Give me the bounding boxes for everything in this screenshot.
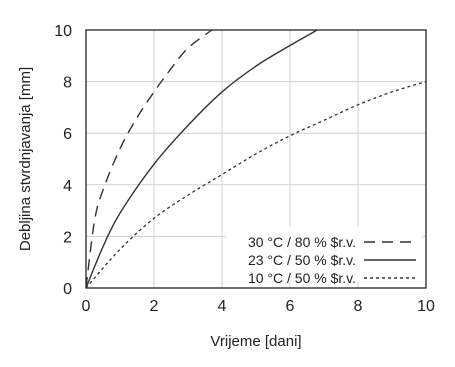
y-tick-label: 0 [63,281,72,298]
legend-entry-label: 30 °C / 80 % $r.v. [248,234,356,250]
legend-entry-label: 23 °C / 50 % $r.v. [248,252,356,268]
y-tick-label: 6 [63,126,72,143]
y-tick-label: 4 [63,178,72,195]
series-lines [85,29,427,289]
x-tick-label: 8 [354,298,363,315]
x-tick-labels: 0 2 4 6 8 10 [82,298,435,315]
x-axis-label: Vrijeme [dani] [210,333,301,350]
y-tick-label: 2 [63,229,72,246]
y-tick-label: 10 [54,23,72,40]
legend: 30 °C / 80 % $r.v. 23 °C / 50 % $r.v. 10 °… [226,226,422,286]
x-tick-label: 0 [82,298,91,315]
series-line-1 [85,29,213,289]
series-line-2 [85,29,318,289]
series-line-3 [85,80,427,289]
x-tick-label: 4 [218,298,227,315]
plot-frame [85,29,427,289]
y-tick-labels: 0 2 4 6 8 10 [54,23,72,298]
y-tick-label: 8 [63,75,72,92]
x-tick-label: 10 [417,298,435,315]
y-axis-label: Debljina stvrdnjavanja [mm] [17,67,34,251]
x-tick-label: 6 [286,298,295,315]
x-tick-label: 2 [150,298,159,315]
legend-background [226,226,422,282]
legend-entry-label: 10 °C / 50 % $r.v. [248,270,356,286]
